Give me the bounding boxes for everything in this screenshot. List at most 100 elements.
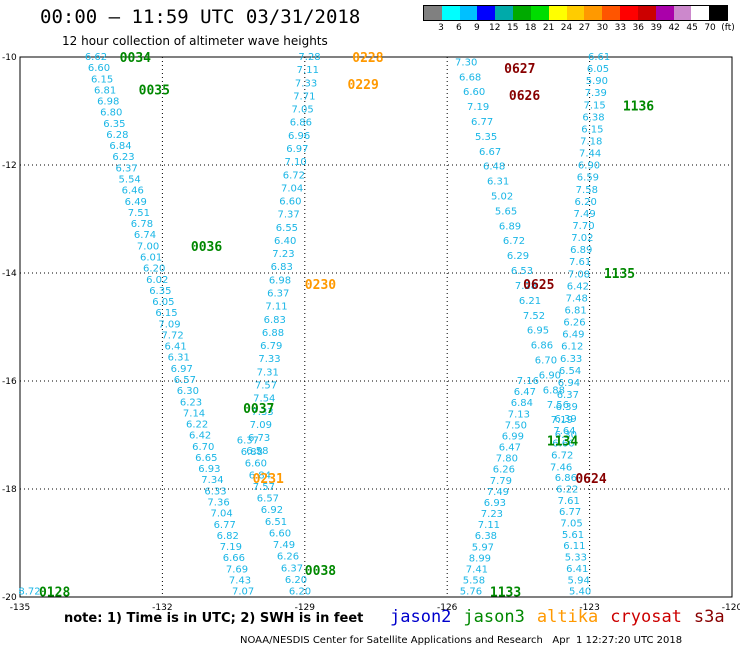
data-points: 6.626.606.156.816.986.806.356.286.846.23… — [18, 52, 610, 598]
wave-height-value: 6.15 — [581, 124, 603, 135]
page-subtitle: 12 hour collection of altimeter wave hei… — [62, 34, 328, 48]
legend-swatch — [441, 6, 460, 20]
pass-label: 0037 — [243, 402, 274, 417]
wave-height-value: 6.72 — [283, 170, 305, 181]
wave-height-value: 5.54 — [119, 175, 141, 186]
wave-height-value: 7.49 — [273, 540, 295, 551]
wave-height-value: 6.82 — [217, 531, 239, 542]
wave-height-value: 7.57 — [253, 482, 275, 493]
wave-height-value: 6.94 — [558, 378, 580, 389]
wave-height-value: 6.77 — [471, 117, 493, 128]
wave-height-value: 7.02 — [571, 233, 593, 244]
wave-height-value: 5.35 — [475, 132, 497, 143]
wave-height-value: 6.86 — [555, 473, 577, 484]
wave-height-value: 6.79 — [260, 341, 282, 352]
wave-height-value: 7.43 — [229, 575, 251, 586]
wave-height-value: 6.59 — [577, 173, 599, 184]
legend-label: 18 — [524, 23, 537, 33]
wave-height-value: 7.41 — [466, 564, 488, 575]
wave-height-value: 6.70 — [535, 355, 557, 366]
wave-height-value: 6.67 — [479, 147, 501, 158]
wave-height-value: 7.33 — [258, 354, 280, 365]
legend-label: 3 — [438, 23, 444, 33]
legend-swatch — [513, 6, 531, 20]
wave-height-value: 6.26 — [563, 318, 585, 329]
wave-height-value: 5.65 — [495, 206, 517, 217]
legend-swatch — [530, 6, 549, 20]
wave-height-value: 6.99 — [502, 431, 524, 442]
pass-label: 1135 — [604, 267, 635, 282]
wave-height-value: 6.60 — [269, 528, 291, 539]
wave-height-value: 7.13 — [508, 409, 530, 420]
pass-label: 0128 — [39, 586, 70, 601]
legend-label: 70 — [704, 23, 716, 33]
wave-height-value: 6.83 — [264, 315, 286, 326]
wave-height-value: 5.97 — [472, 542, 494, 553]
legend-label: 24 — [560, 23, 573, 33]
wave-height-value: 5.94 — [568, 575, 590, 586]
wave-height-value: 6.90 — [578, 161, 600, 172]
wave-height-value: 6.88 — [543, 385, 565, 396]
wave-height-value: 6.84 — [511, 398, 533, 409]
wave-height-value: 6.15 — [155, 308, 177, 319]
wave-height-value: 7.11 — [478, 520, 500, 531]
y-tick-label: -20 — [2, 593, 17, 603]
pass-label: 0036 — [191, 240, 222, 255]
wave-height-value: 6.42 — [567, 281, 589, 292]
wave-height-value: 6.31 — [487, 177, 509, 188]
legend-label: 12 — [489, 23, 501, 33]
legend-labels: 3 6 9 12 15 18 21 24 27 30 33 36 39 42 45 70 (ft) — [423, 21, 735, 33]
wave-height-value: 7.79 — [490, 476, 512, 487]
wave-height-value: 6.57 — [257, 494, 279, 505]
wave-height-value: 7.61 — [558, 496, 580, 507]
wave-height-value: 6.92 — [261, 505, 283, 516]
wave-height-value: 6.41 — [566, 564, 588, 575]
wave-height-value: 6.46 — [122, 186, 144, 197]
wave-height-value: 7.72 — [161, 330, 183, 341]
wave-height-value: 6.39 — [556, 402, 578, 413]
wave-height-value: 8.72 — [18, 587, 40, 598]
wave-height-value: 6.02 — [146, 275, 168, 286]
wave-height-value: 7.46 — [550, 462, 572, 473]
legend-label: 33 — [614, 23, 627, 33]
wave-height-value: 6.28 — [106, 130, 128, 141]
legend-label: 9 — [473, 23, 480, 33]
x-tick-label: -126 — [437, 603, 458, 613]
wave-height-value: 6.86 — [531, 341, 553, 352]
wave-height-value: 6.01 — [140, 252, 162, 263]
wave-height-value: 6.78 — [131, 219, 153, 230]
wave-height-value: 7.70 — [572, 221, 594, 232]
wave-height-value: 7.31 — [257, 367, 279, 378]
wave-height-value: 6.80 — [100, 108, 122, 119]
y-tick-label: -10 — [2, 53, 17, 63]
x-tick-label: -135 — [10, 603, 30, 613]
wave-height-value: 7.04 — [211, 509, 233, 520]
wave-height-value: 6.22 — [556, 485, 578, 496]
legend-label: 21 — [542, 23, 555, 33]
x-tick-label: -123 — [579, 603, 599, 613]
wave-height-value: 6.58 — [246, 446, 268, 457]
wave-height-value: 6.98 — [269, 275, 291, 286]
wave-height-value: 6.20 — [285, 575, 307, 586]
wave-height-value: 6.40 — [274, 236, 296, 247]
y-tick-label: -12 — [2, 161, 17, 171]
wave-height-value: 6.83 — [271, 262, 293, 273]
wave-height-value: 6.88 — [241, 447, 263, 458]
wave-height-value: 6.81 — [565, 305, 587, 316]
wave-height-value: 7.23 — [272, 249, 294, 260]
legend-swatch — [548, 6, 567, 20]
wave-height-value: 7.11 — [297, 65, 319, 76]
pass-label: 0627 — [504, 62, 535, 77]
wave-height-value: 6.60 — [463, 87, 485, 98]
wave-height-value: 6.22 — [186, 420, 208, 431]
legend-swatch — [691, 6, 710, 20]
wave-height-value: 7.36 — [207, 498, 229, 509]
wave-height-value: 7.05 — [291, 105, 313, 116]
legend-label: 15 — [506, 23, 519, 33]
color-legend: 3 6 9 12 15 18 21 24 27 30 33 36 39 42 45 70 (ft) — [423, 5, 735, 33]
wave-height-value: 6.90 — [539, 370, 561, 381]
wave-height-value: 6.77 — [214, 520, 236, 531]
wave-height-value: 7.52 — [523, 311, 545, 322]
pass-label: 0229 — [348, 78, 379, 93]
wave-height-value: 6.37 — [557, 390, 579, 401]
